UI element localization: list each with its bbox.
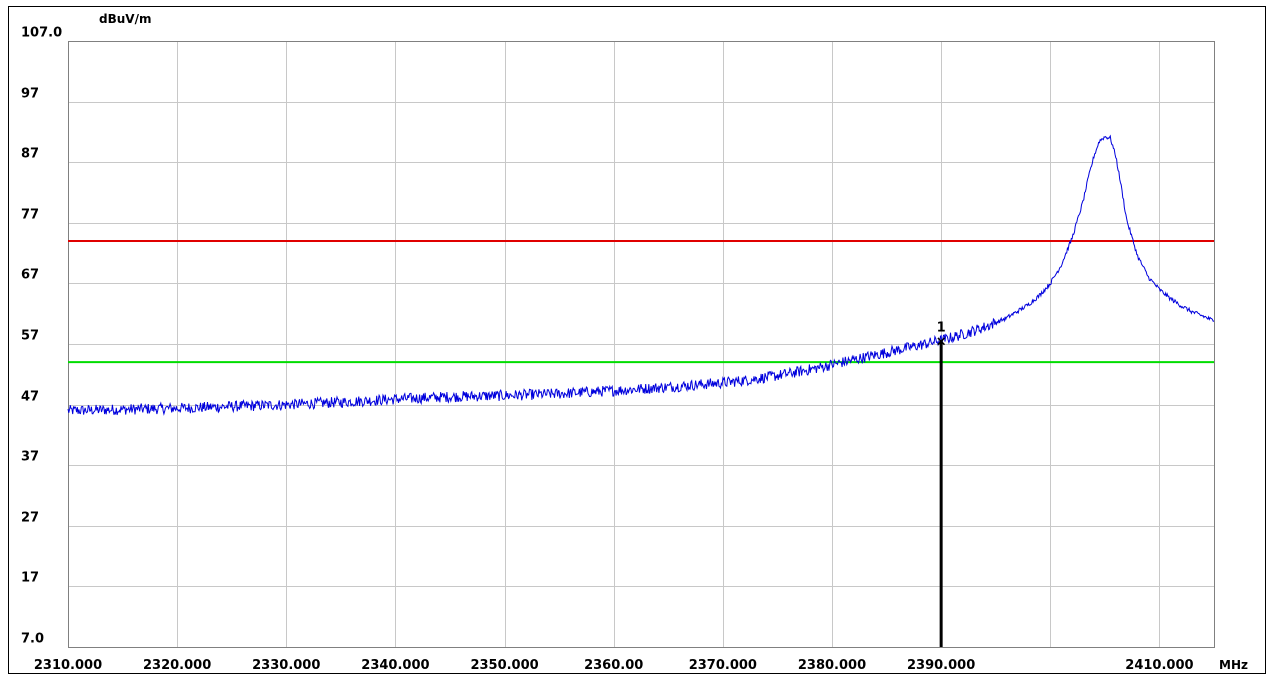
y-tick-label: 27 (21, 511, 39, 526)
y-tick-label: 77 (21, 208, 39, 223)
x-tick-label: 2340.000 (361, 658, 429, 673)
limit-lines (68, 239, 1214, 364)
y-tick-label: 7.0 (21, 632, 44, 647)
x-tick-label: 2320.000 (143, 658, 211, 673)
y-tick-label: 37 (21, 450, 39, 465)
x-tick-label: 2350.000 (470, 658, 538, 673)
marker-layer: ×1 (936, 320, 947, 647)
y-tick-label: 107.0 (21, 26, 62, 41)
y-tick-label: 57 (21, 329, 39, 344)
marker-symbol: × (936, 334, 947, 349)
plot-area-border (68, 41, 1215, 648)
x-tick-label: 2410.000 (1125, 658, 1193, 673)
x-tick-label: 2370.000 (689, 658, 757, 673)
x-tick-label: 2380.000 (798, 658, 866, 673)
y-tick-label: 47 (21, 390, 39, 405)
x-tick-label: 2360.00 (584, 658, 643, 673)
x-axis-unit-label: MHz (1219, 658, 1248, 672)
x-tick-label: 2390.000 (907, 658, 975, 673)
y-axis-unit-label: dBuV/m (99, 12, 151, 26)
axis-labels: dBuV/m MHz 107.0 97 87 77 67 57 47 37 27 17 7.0 231… (21, 12, 1248, 673)
y-tick-label: 87 (21, 147, 39, 162)
y-tick-label: 17 (21, 571, 39, 586)
y-tick-label: 97 (21, 87, 39, 102)
spectrum-chart: ×1 dBuV/m MHz 107.0 97 87 77 67 57 47 37 27 17 7.0… (21, 12, 1248, 673)
chart-frame: × 1 dBuV/m MHz 107.0 97 87 77 67 57 47 37 27 17 7.0… (8, 6, 1266, 674)
series-line (67, 134, 1215, 416)
series-layer (67, 134, 1215, 416)
grid (68, 41, 1215, 648)
x-tick-label: 2330.000 (252, 658, 320, 673)
x-tick-label: 2310.000 (34, 658, 102, 673)
y-tick-label: 67 (21, 268, 39, 283)
marker-label: 1 (937, 320, 946, 335)
